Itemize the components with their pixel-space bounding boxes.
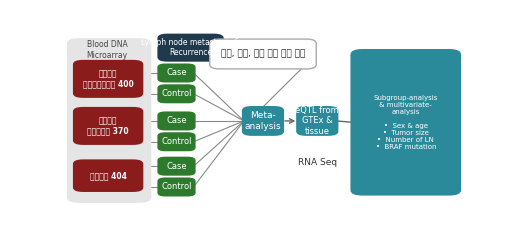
FancyBboxPatch shape xyxy=(296,106,338,136)
Text: RNA Seq: RNA Seq xyxy=(298,158,337,167)
FancyBboxPatch shape xyxy=(157,157,196,176)
FancyBboxPatch shape xyxy=(157,84,196,103)
Text: Blood DNA
Microarray: Blood DNA Microarray xyxy=(87,40,128,60)
Text: Case: Case xyxy=(166,116,187,125)
Text: Control: Control xyxy=(161,137,192,146)
FancyBboxPatch shape xyxy=(157,63,196,82)
Text: eQTL from
GTEx &
tissue: eQTL from GTEx & tissue xyxy=(295,106,339,136)
FancyBboxPatch shape xyxy=(350,49,461,196)
Text: Meta-
analysis: Meta- analysis xyxy=(244,111,281,131)
Text: Case: Case xyxy=(166,68,187,78)
Text: Control: Control xyxy=(161,183,192,192)
FancyBboxPatch shape xyxy=(67,38,152,203)
Text: Control: Control xyxy=(161,89,192,98)
Text: 갑상선암
검진코호트 370: 갑상선암 검진코호트 370 xyxy=(87,116,129,136)
FancyBboxPatch shape xyxy=(73,159,143,192)
FancyBboxPatch shape xyxy=(157,34,224,62)
FancyBboxPatch shape xyxy=(157,177,196,196)
Text: Case: Case xyxy=(166,162,187,171)
FancyBboxPatch shape xyxy=(73,60,143,98)
Text: Subgroup-analysis
& multivariate-
analysis

•  Sex & age
•  Tumor size
•  Number: Subgroup-analysis & multivariate- analys… xyxy=(374,95,438,150)
FancyBboxPatch shape xyxy=(210,39,316,69)
FancyBboxPatch shape xyxy=(157,111,196,130)
Text: 갑상선암
서울대학교병원 400: 갑상선암 서울대학교병원 400 xyxy=(83,69,133,89)
Text: 병리, 치료, 단기 예후 리뷰 완료: 병리, 치료, 단기 예후 리뷰 완료 xyxy=(221,50,305,59)
FancyBboxPatch shape xyxy=(157,132,196,151)
FancyBboxPatch shape xyxy=(242,106,284,136)
Text: 갑상선암 404: 갑상선암 404 xyxy=(90,171,127,180)
FancyBboxPatch shape xyxy=(73,107,143,145)
Text: Lymph node metastasis &
Recurrence: Lymph node metastasis & Recurrence xyxy=(141,38,240,57)
